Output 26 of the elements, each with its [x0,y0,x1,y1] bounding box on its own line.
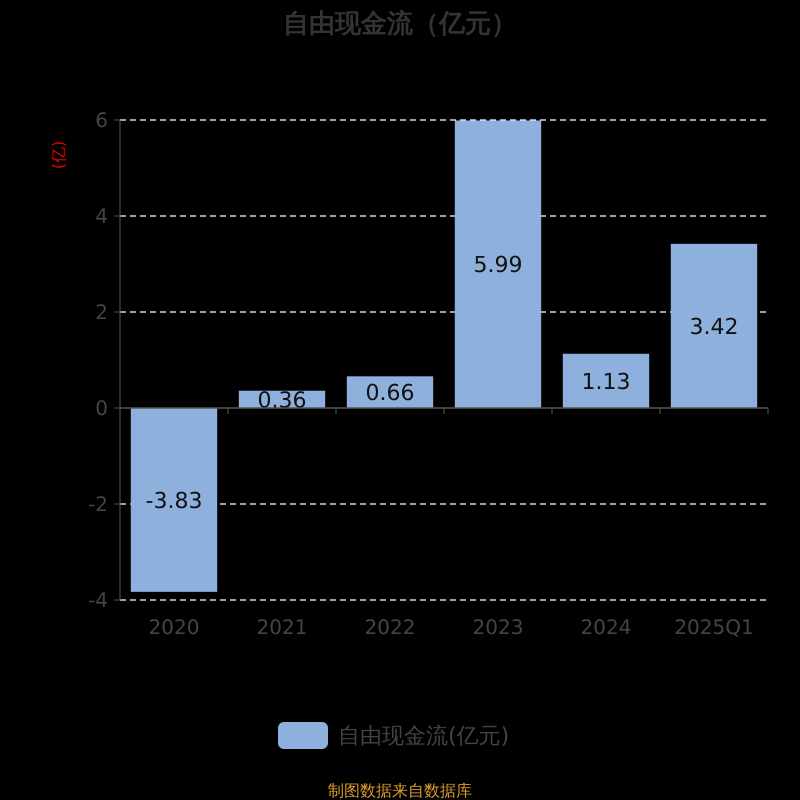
y-tick-label: -2 [88,492,108,516]
data-label: 1.13 [582,370,630,395]
x-tick-label: 2021 [256,615,308,639]
y-tick-label: 2 [95,300,108,324]
data-label: -3.83 [146,488,202,514]
x-tick-label: 2022 [364,615,416,639]
bar [130,408,218,592]
y-tick-label: 0 [95,396,108,420]
x-tick-label: 2023 [472,615,524,639]
data-label: 5.99 [474,253,522,278]
x-tick-label: 2024 [580,615,632,639]
y-tick-label: 4 [95,204,108,228]
bar [562,354,650,408]
data-label: 3.42 [690,314,738,340]
data-label: 0.36 [258,388,306,414]
bar [454,120,542,408]
data-label: 0.66 [366,381,414,406]
y-axis-title: (亿) [49,140,68,170]
x-tick-label: 2025Q1 [674,615,754,639]
bar [670,244,758,408]
legend-label: 自由现金流(亿元) [338,724,510,749]
y-tick-label: 6 [95,108,108,132]
legend: 自由现金流(亿元) [278,722,510,749]
text: 制图数据来自数据库 [328,781,472,800]
y-tick-label: -4 [88,588,108,612]
x-tick-label: 2020 [148,615,200,639]
